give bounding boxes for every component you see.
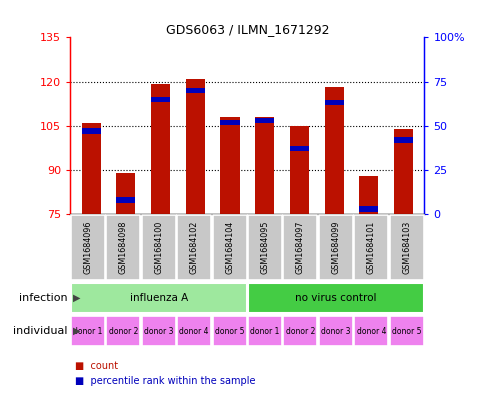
- Bar: [151, 84, 170, 214]
- Text: GSM1684100: GSM1684100: [154, 221, 163, 274]
- Bar: [81, 129, 101, 134]
- Bar: [141, 215, 176, 280]
- Bar: [353, 316, 388, 346]
- Bar: [359, 176, 378, 214]
- Bar: [359, 206, 378, 211]
- Bar: [185, 88, 204, 93]
- Bar: [389, 316, 423, 346]
- Text: ■  percentile rank within the sample: ■ percentile rank within the sample: [75, 376, 255, 386]
- Bar: [389, 215, 423, 280]
- Text: ▶: ▶: [73, 293, 80, 303]
- Bar: [106, 215, 140, 280]
- Bar: [71, 316, 105, 346]
- Text: infection: infection: [19, 293, 68, 303]
- Bar: [151, 97, 170, 102]
- Text: donor 5: donor 5: [214, 327, 244, 336]
- Text: donor 4: donor 4: [179, 327, 209, 336]
- Bar: [212, 316, 246, 346]
- Bar: [353, 215, 388, 280]
- Bar: [106, 316, 140, 346]
- Text: ■  count: ■ count: [75, 361, 118, 371]
- Text: GSM1684098: GSM1684098: [119, 221, 128, 274]
- Text: donor 3: donor 3: [144, 327, 173, 336]
- Bar: [212, 215, 246, 280]
- Bar: [247, 215, 282, 280]
- Text: ▶: ▶: [73, 326, 80, 336]
- Bar: [283, 215, 317, 280]
- Text: individual: individual: [14, 326, 68, 336]
- Bar: [71, 283, 246, 313]
- Bar: [393, 137, 412, 143]
- Bar: [283, 316, 317, 346]
- Text: GSM1684095: GSM1684095: [260, 221, 269, 274]
- Text: donor 5: donor 5: [391, 327, 421, 336]
- Text: GSM1684104: GSM1684104: [225, 221, 234, 274]
- Bar: [393, 129, 412, 214]
- Text: donor 3: donor 3: [320, 327, 350, 336]
- Bar: [177, 215, 211, 280]
- Text: no virus control: no virus control: [294, 293, 376, 303]
- Bar: [116, 197, 135, 203]
- Bar: [220, 117, 239, 214]
- Bar: [116, 173, 135, 214]
- Bar: [247, 283, 423, 313]
- Bar: [247, 316, 282, 346]
- Bar: [177, 316, 211, 346]
- Text: donor 2: donor 2: [108, 327, 138, 336]
- Bar: [255, 117, 273, 214]
- Bar: [318, 215, 352, 280]
- Bar: [71, 215, 105, 280]
- Text: donor 4: donor 4: [356, 327, 385, 336]
- Text: influenza A: influenza A: [129, 293, 188, 303]
- Bar: [81, 123, 101, 214]
- Bar: [141, 316, 176, 346]
- Bar: [324, 87, 343, 214]
- Text: GSM1684103: GSM1684103: [401, 221, 410, 274]
- Text: GSM1684097: GSM1684097: [295, 221, 304, 274]
- Text: GSM1684096: GSM1684096: [83, 221, 92, 274]
- Text: GSM1684101: GSM1684101: [366, 221, 375, 274]
- Bar: [220, 119, 239, 125]
- Title: GDS6063 / ILMN_1671292: GDS6063 / ILMN_1671292: [165, 23, 329, 36]
- Bar: [185, 79, 204, 214]
- Bar: [289, 146, 308, 151]
- Bar: [324, 100, 343, 105]
- Text: donor 1: donor 1: [73, 327, 103, 336]
- Text: donor 2: donor 2: [285, 327, 315, 336]
- Text: GSM1684099: GSM1684099: [331, 221, 340, 274]
- Bar: [255, 118, 273, 123]
- Text: donor 1: donor 1: [250, 327, 279, 336]
- Bar: [318, 316, 352, 346]
- Text: GSM1684102: GSM1684102: [189, 221, 198, 274]
- Bar: [289, 126, 308, 214]
